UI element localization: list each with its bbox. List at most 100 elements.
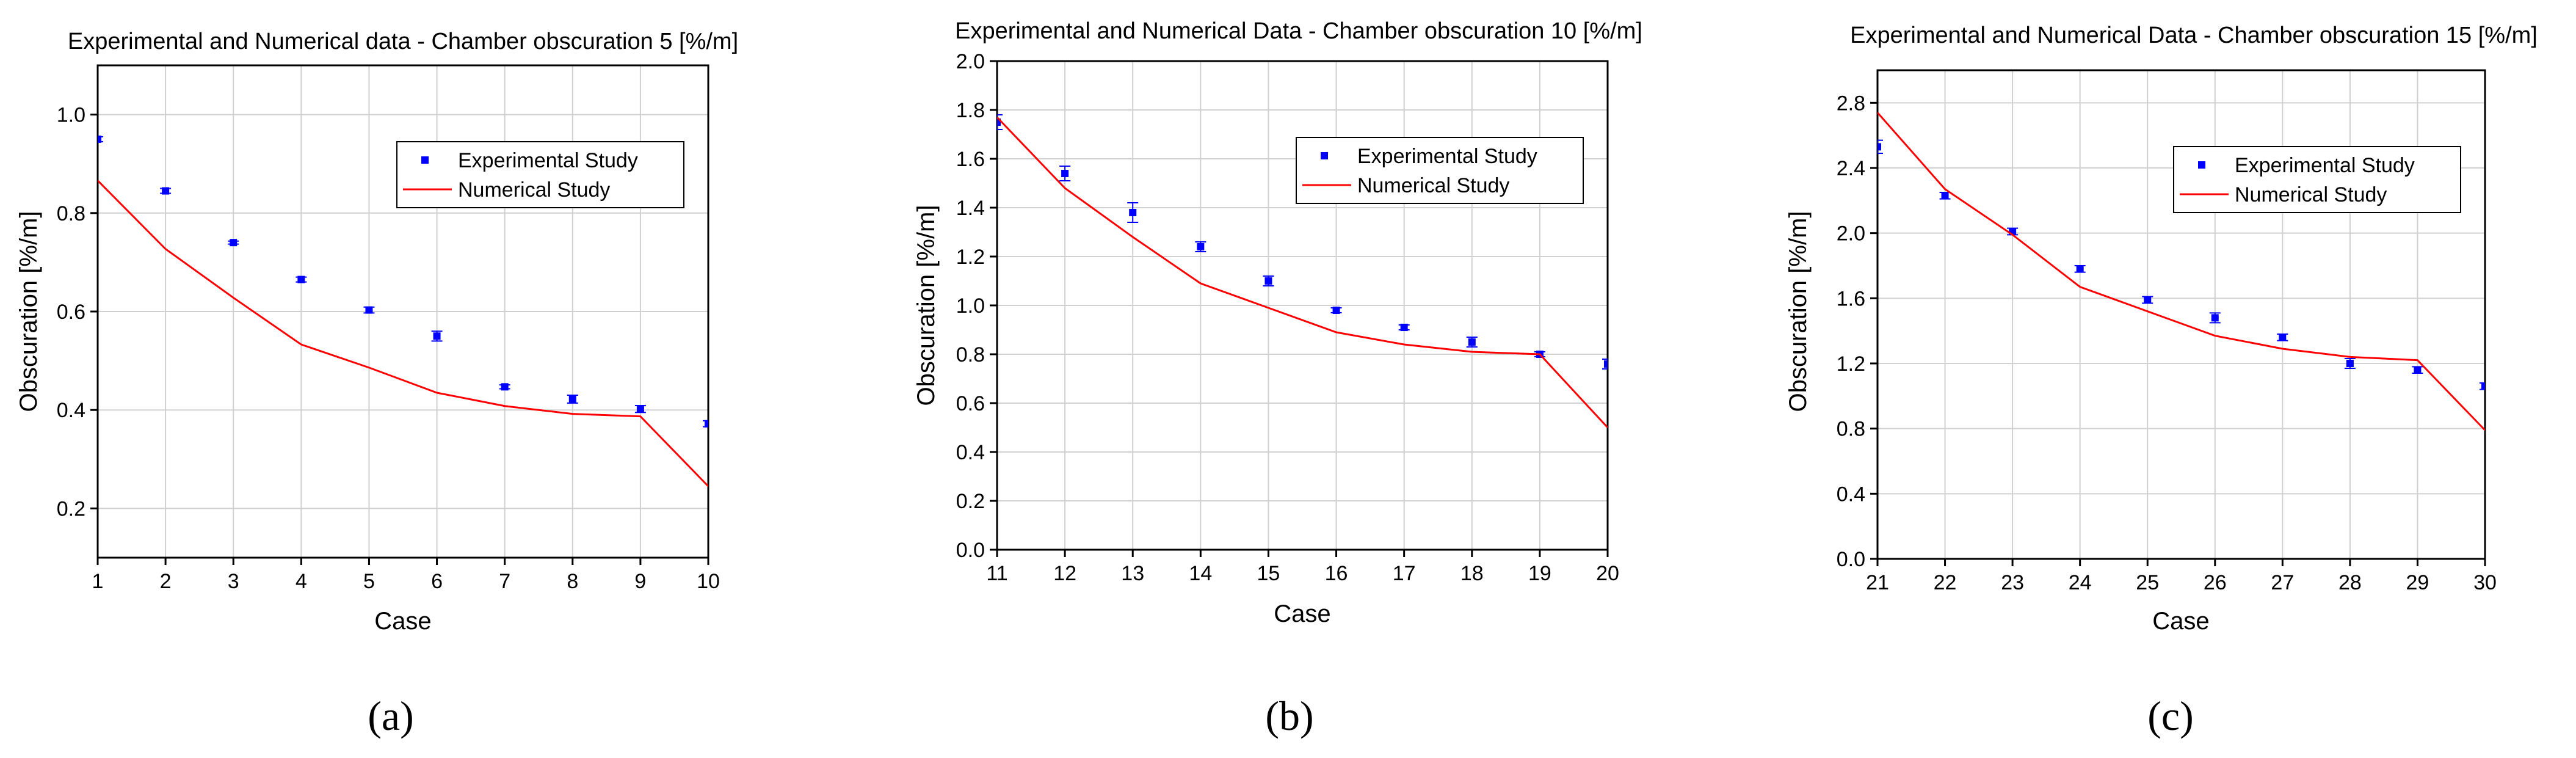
experimental-data-point bbox=[230, 239, 238, 247]
experimental-data-point bbox=[1400, 324, 1408, 331]
x-tick-label: 9 bbox=[634, 570, 646, 593]
chart-panel-a: Experimental and Numerical data - Chambe… bbox=[15, 29, 738, 739]
x-tick-label: 26 bbox=[2204, 571, 2227, 594]
experimental-data-point bbox=[705, 420, 708, 428]
x-tick-label: 23 bbox=[2001, 571, 2024, 594]
legend-experimental-label: Experimental Study bbox=[2235, 154, 2415, 177]
chart-b-ylabel: Obscuration [%/m] bbox=[913, 205, 940, 406]
y-tick-label: 2.0 bbox=[1837, 222, 1865, 246]
experimental-data-point bbox=[1061, 170, 1069, 177]
legend: Experimental Study Numerical Study bbox=[2173, 146, 2461, 213]
x-tick-label: 20 bbox=[1596, 562, 1619, 585]
experimental-data-point bbox=[2346, 360, 2354, 367]
y-tick-label: 0.4 bbox=[1837, 483, 1865, 506]
chart-c-plot: 21 22 23 24 25 26 27 28 29 30 0.0 0.4 0.8 1.2 1.6 2.0 2.… bbox=[1837, 69, 2497, 594]
x-tick-label: 5 bbox=[363, 570, 375, 593]
numerical-series-line bbox=[1878, 112, 2485, 431]
x-tick-label: 14 bbox=[1189, 562, 1212, 585]
experimental-data-point bbox=[1129, 209, 1137, 216]
numerical-series-line bbox=[997, 116, 1608, 429]
x-tick-label: 3 bbox=[228, 570, 239, 593]
experimental-data-point bbox=[1468, 338, 1476, 346]
y-tick-label: 1.6 bbox=[956, 148, 985, 171]
legend-experimental-label: Experimental Study bbox=[458, 149, 638, 172]
x-tick-label: 25 bbox=[2136, 571, 2159, 594]
legend-experimental-marker bbox=[421, 156, 429, 164]
experimental-data-point bbox=[2076, 265, 2084, 273]
chart-b-title: Experimental and Numerical Data - Chambe… bbox=[955, 18, 1642, 44]
x-tick-label: 21 bbox=[1866, 571, 1889, 594]
experimental-data-point bbox=[297, 275, 305, 283]
y-tick-label: 0.2 bbox=[57, 497, 85, 520]
x-tick-label: 7 bbox=[499, 570, 510, 593]
x-tick-label: 13 bbox=[1121, 562, 1144, 585]
legend-box bbox=[396, 141, 684, 208]
x-tick-label: 19 bbox=[1528, 562, 1551, 585]
experimental-data-point bbox=[636, 405, 644, 413]
y-tick-label: 0.0 bbox=[1837, 548, 1865, 571]
chart-c-panel-label: (c) bbox=[2147, 693, 2193, 739]
experimental-data-point bbox=[365, 306, 373, 314]
experimental-data-point bbox=[2481, 382, 2485, 390]
y-tick-label: 2.0 bbox=[956, 50, 985, 73]
y-tick-label: 0.4 bbox=[57, 399, 85, 422]
y-tick-label: 1.2 bbox=[956, 246, 985, 269]
legend-experimental-marker bbox=[1321, 152, 1328, 159]
x-tick-label: 4 bbox=[296, 570, 307, 593]
x-tick-label: 18 bbox=[1460, 562, 1484, 585]
legend-box bbox=[1296, 137, 1584, 204]
y-tick-label: 0.8 bbox=[1837, 418, 1865, 441]
legend: Experimental Study Numerical Study bbox=[1296, 137, 1584, 204]
y-tick-label: 2.8 bbox=[1837, 92, 1865, 115]
experimental-data-point bbox=[2279, 333, 2287, 341]
experimental-data-point bbox=[1197, 243, 1205, 250]
experimental-data-point bbox=[997, 118, 1001, 126]
x-tick-label: 6 bbox=[431, 570, 443, 593]
y-tick-label: 1.8 bbox=[956, 99, 985, 122]
experimental-data-point bbox=[1941, 192, 1949, 200]
experimental-data-point bbox=[162, 187, 170, 195]
chart-a-ylabel: Obscuration [%/m] bbox=[15, 211, 42, 412]
y-tick-label: 0.2 bbox=[956, 490, 985, 513]
chart-a-title: Experimental and Numerical data - Chambe… bbox=[68, 29, 738, 54]
chart-a-xlabel: Case bbox=[374, 608, 431, 635]
chart-panel-c: Experimental and Numerical Data - Chambe… bbox=[1785, 23, 2538, 739]
y-tick-label: 1.0 bbox=[956, 294, 985, 318]
legend-numerical-label: Numerical Study bbox=[2235, 183, 2387, 206]
chart-b-plot: 11 12 13 14 15 16 17 18 19 20 0.0 0.2 0.4 0.6 0.8 1.0 1.… bbox=[956, 50, 1619, 585]
chart-panel-b: Experimental and Numerical Data - Chambe… bbox=[913, 18, 1642, 739]
legend-box bbox=[2173, 146, 2461, 213]
x-tick-label: 22 bbox=[1934, 571, 1957, 594]
x-tick-label: 29 bbox=[2406, 571, 2429, 594]
y-tick-label: 0.6 bbox=[956, 392, 985, 415]
y-tick-label: 0.8 bbox=[57, 202, 85, 225]
x-tick-label: 12 bbox=[1053, 562, 1076, 585]
x-tick-label: 2 bbox=[160, 570, 172, 593]
experimental-data-point bbox=[1604, 360, 1608, 368]
y-tick-label: 0.4 bbox=[956, 441, 985, 464]
x-tick-label: 27 bbox=[2271, 571, 2294, 594]
experimental-data-point bbox=[1878, 143, 1881, 151]
x-tick-label: 15 bbox=[1257, 562, 1280, 585]
experimental-data-point bbox=[568, 395, 576, 403]
experimental-data-point bbox=[1332, 307, 1340, 314]
experimental-data-point bbox=[501, 383, 509, 391]
x-tick-label: 30 bbox=[2473, 571, 2497, 594]
chart-c-title: Experimental and Numerical Data - Chambe… bbox=[1850, 23, 2538, 48]
x-tick-label: 16 bbox=[1325, 562, 1348, 585]
y-tick-label: 0.8 bbox=[956, 343, 985, 366]
x-tick-label: 11 bbox=[986, 562, 1007, 585]
y-tick-label: 0.6 bbox=[57, 301, 85, 324]
experimental-data-point bbox=[2211, 314, 2219, 322]
x-tick-label: 1 bbox=[92, 570, 104, 593]
chart-a-plot: 1 2 3 4 5 6 7 8 9 10 0.2 0.4 0.6 0.8 1.0 Experimental S… bbox=[57, 64, 720, 593]
chart-b-xlabel: Case bbox=[1274, 600, 1330, 627]
experimental-data-point bbox=[2144, 296, 2152, 304]
x-tick-label: 8 bbox=[567, 570, 578, 593]
legend-numerical-label: Numerical Study bbox=[458, 178, 610, 202]
chart-c-ylabel: Obscuration [%/m] bbox=[1785, 211, 1812, 412]
legend: Experimental Study Numerical Study bbox=[396, 141, 684, 208]
y-tick-label: 1.4 bbox=[956, 197, 985, 220]
